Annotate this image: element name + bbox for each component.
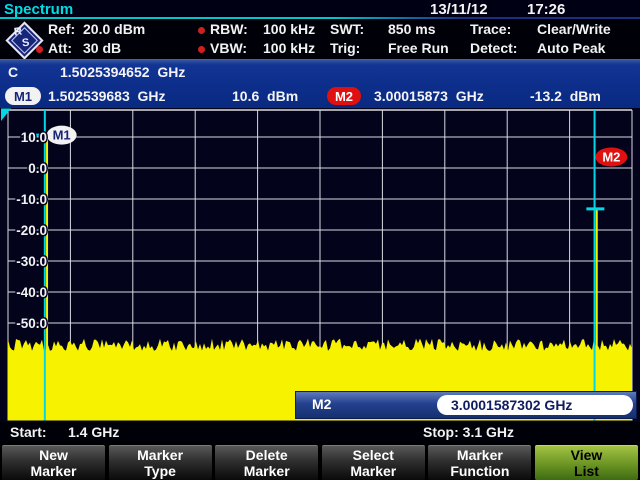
y-axis-tick-label: -20.0 [16, 223, 47, 238]
M2-plot-badge [595, 147, 628, 167]
rs-logo: R S [5, 21, 44, 60]
y-axis-tick-label: -50.0 [16, 316, 47, 331]
y-axis-tick-label: 10.0 [21, 130, 47, 145]
page-title: Spectrum [4, 1, 74, 18]
y-axis-tick-label: -40.0 [16, 285, 47, 300]
m2-badge: M2 [327, 87, 361, 105]
y-axis-tick-label: -30.0 [16, 254, 47, 269]
detector-readout: Detect: Auto Peak [470, 40, 606, 56]
spectrum-plot: M1 M2 10.0 0.0 -10.0 -20.0 -30.0 -40.0 -50.0 [0, 108, 640, 422]
softkey-select-marker[interactable]: Select Marker [321, 445, 425, 480]
stop-freq-readout: Stop: 3.1 GHz [423, 424, 515, 440]
softkey-delete-marker[interactable]: Delete Marker [215, 445, 319, 480]
m2-freq-readout: 3.00015873 GHz [374, 88, 484, 104]
y-axis-tick-label: 0.0 [28, 161, 47, 176]
date-label: 13/11/12 [430, 1, 488, 18]
softkey-bar: New Marker Marker Type Delete Marker Select… [0, 443, 640, 480]
y-axis-tick-label: -10.0 [16, 192, 47, 207]
vbw-readout: VBW: 100 kHz [210, 40, 316, 56]
M1-plot-badge [46, 125, 77, 145]
m1-badge: M1 [5, 87, 41, 105]
M2-plot-badge-label: M2 [602, 150, 620, 165]
trace-mode-readout: Trace: Clear/Write [470, 21, 611, 37]
softkey-marker-function[interactable]: Marker Function [428, 445, 532, 480]
att-bullet-icon [36, 46, 43, 53]
rbw-readout: RBW: 100 kHz [210, 21, 316, 37]
m1-freq-readout: 1.502539683 GHz [48, 88, 166, 104]
softkey-marker-type[interactable]: Marker Type [108, 445, 212, 480]
m2-entry-label: M2 [312, 396, 332, 412]
attenuation-readout: Att: 30 dB [48, 40, 122, 56]
M1-plot-badge-label: M1 [53, 128, 71, 143]
trace-indicator-icon [1, 108, 11, 121]
center-freq-value: 1.5025394652 GHz [60, 64, 186, 80]
softkey-new-marker[interactable]: New Marker [2, 445, 105, 480]
vbw-bullet-icon [198, 46, 205, 53]
m2-level-readout: -13.2 dBm [530, 88, 601, 104]
start-freq-readout: Start: 1.4 GHz [10, 424, 120, 440]
m2-frequency-input[interactable]: 3.0001587302 GHz [437, 395, 633, 415]
ref-level-readout: Ref: 20.0 dBm [48, 21, 146, 37]
rbw-bullet-icon [198, 27, 205, 34]
softkey-view-list[interactable]: View List [534, 445, 638, 480]
marker-readout-panel: C 1.5025394652 GHz M1 1.502539683 GHz 10… [0, 59, 640, 109]
time-label: 17:26 [527, 1, 566, 18]
trigger-readout: Trig: Free Run [330, 40, 449, 56]
center-freq-label: C [8, 64, 19, 80]
m1-level-readout: 10.6 dBm [232, 88, 299, 104]
title-bar: Spectrum 13/11/12 17:26 [0, 0, 640, 19]
m2-entry-box: M2 3.0001587302 GHz [295, 391, 637, 419]
rs-logo-letter-s: S [21, 36, 31, 50]
sweep-time-readout: SWT: 850 ms [330, 21, 436, 37]
